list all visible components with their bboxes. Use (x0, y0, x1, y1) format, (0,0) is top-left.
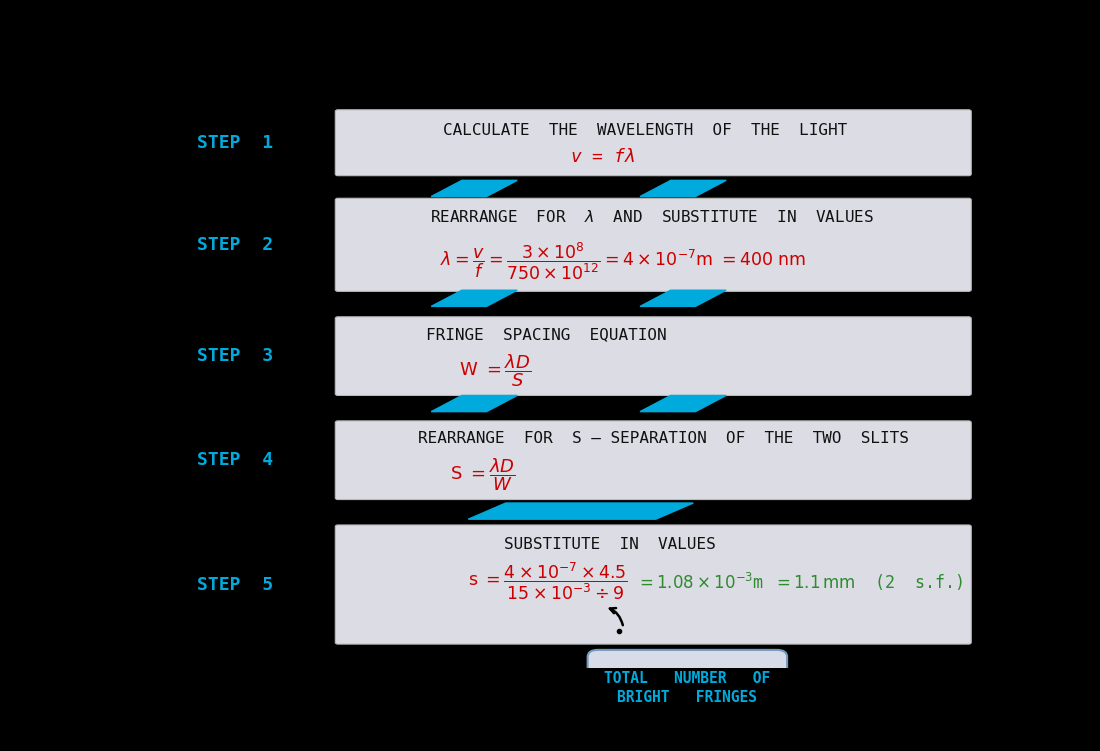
Text: STEP  4: STEP 4 (198, 451, 274, 469)
Polygon shape (640, 396, 726, 412)
Text: SUBSTITUTE  IN  VALUES: SUBSTITUTE IN VALUES (504, 536, 716, 551)
Polygon shape (431, 180, 517, 197)
Polygon shape (469, 503, 693, 519)
Text: $\lambda = \dfrac{v}{f} = \dfrac{3 \times 10^{8}}{750 \times 10^{12}} = 4 \times: $\lambda = \dfrac{v}{f} = \dfrac{3 \time… (440, 240, 806, 282)
FancyBboxPatch shape (336, 110, 971, 176)
Polygon shape (640, 290, 726, 306)
Text: $= 1.08 \times 10^{-3}$m $= 1.1\,\mathrm{mm}$  (2  s.f.): $= 1.08 \times 10^{-3}$m $= 1.1\,\mathrm… (636, 571, 964, 593)
Text: v = f$\lambda$: v = f$\lambda$ (570, 148, 635, 166)
Text: TOTAL   NUMBER   OF: TOTAL NUMBER OF (604, 671, 770, 686)
FancyBboxPatch shape (336, 421, 971, 499)
Text: STEP  5: STEP 5 (198, 575, 274, 593)
Text: REARRANGE  FOR  $\lambda$  AND  SUBSTITUTE  IN  VALUES: REARRANGE FOR $\lambda$ AND SUBSTITUTE I… (430, 210, 873, 225)
FancyBboxPatch shape (336, 317, 971, 396)
Text: STEP  3: STEP 3 (198, 347, 274, 365)
FancyBboxPatch shape (587, 650, 788, 719)
Text: s $= \dfrac{4 \times 10^{-7} \times 4.5}{15 \times 10^{-3} \div 9}$: s $= \dfrac{4 \times 10^{-7} \times 4.5}… (468, 561, 628, 602)
Text: REARRANGE  FOR  S – SEPARATION  OF  THE  TWO  SLITS: REARRANGE FOR S – SEPARATION OF THE TWO … (418, 431, 909, 446)
Text: STEP  2: STEP 2 (198, 236, 274, 254)
Polygon shape (431, 290, 517, 306)
Text: STEP  1: STEP 1 (198, 134, 274, 152)
Text: BRIGHT   FRINGES: BRIGHT FRINGES (617, 689, 758, 704)
Polygon shape (640, 180, 726, 197)
Text: FRINGE  SPACING  EQUATION: FRINGE SPACING EQUATION (427, 327, 667, 342)
Text: S $= \dfrac{\lambda D}{W}$: S $= \dfrac{\lambda D}{W}$ (450, 457, 516, 493)
Polygon shape (431, 396, 517, 412)
FancyBboxPatch shape (336, 198, 971, 291)
Text: CALCULATE  THE  WAVELENGTH  OF  THE  LIGHT: CALCULATE THE WAVELENGTH OF THE LIGHT (442, 122, 847, 137)
Text: W $= \dfrac{\lambda D}{S}$: W $= \dfrac{\lambda D}{S}$ (460, 352, 531, 389)
FancyBboxPatch shape (336, 525, 971, 644)
